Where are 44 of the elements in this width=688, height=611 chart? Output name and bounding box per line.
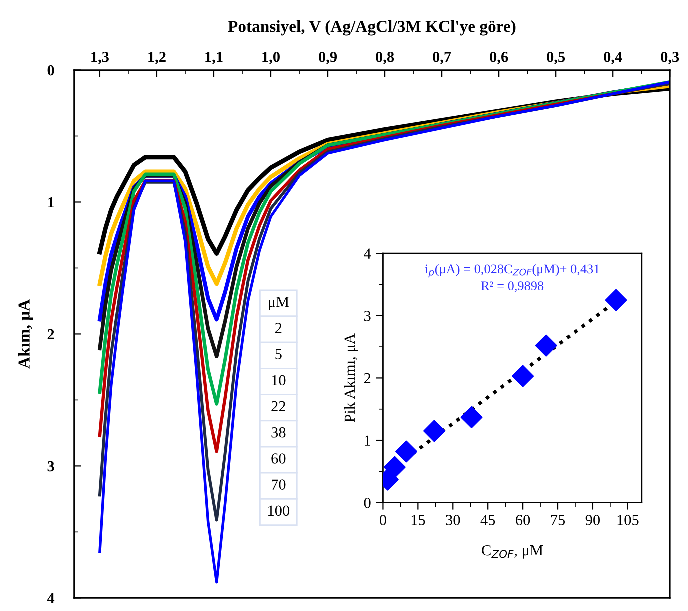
y-tick-label: 4	[47, 593, 55, 604]
annotation: 100	[268, 506, 290, 516]
annotation: μM	[269, 297, 290, 310]
x-tick-label: 0,9	[319, 52, 338, 65]
x-tick-label: 0,3	[661, 52, 680, 65]
annotation: 22	[272, 401, 286, 412]
annotation: R² = 0,9898	[481, 282, 544, 292]
annotation: 70	[272, 480, 286, 490]
y-axis-title: Akım, μA	[18, 300, 34, 369]
x-axis-title: Potansiyel, V (Ag/AgCl/3M KCl'ye göre)	[228, 20, 516, 36]
x-tick-label: 1,1	[206, 52, 223, 65]
y-tick-label: 1	[365, 436, 370, 446]
y-tick-label: 2	[48, 329, 54, 340]
annotation: i$_{p}$(μA) = 0,028C$_{ZOF}$(μM)+ 0,431	[425, 264, 600, 278]
x-tick-label: 1,2	[148, 52, 166, 65]
y-axis-title: Pik Akımı, μA	[344, 334, 358, 422]
y-tick-label: 4	[364, 248, 372, 259]
x-tick-label: 0,7	[433, 52, 452, 65]
x-axis-title: C$_{ZOF}$, μM	[482, 545, 544, 559]
x-tick-label: 0,5	[547, 52, 566, 65]
y-tick-label: 0	[48, 65, 54, 76]
y-tick-label: 3	[364, 311, 371, 322]
x-tick-label: 0,8	[376, 52, 394, 65]
annotation: 5	[276, 349, 282, 360]
y-tick-label: 1	[48, 197, 54, 208]
x-tick-label: 45	[480, 515, 496, 526]
annotation: 38	[272, 427, 286, 438]
x-tick-label: 30	[446, 515, 460, 526]
x-tick-label: 1,3	[92, 52, 109, 65]
x-tick-label: 0	[380, 515, 386, 526]
y-tick-label: 3	[48, 461, 54, 472]
annotation: 10	[272, 375, 286, 386]
x-tick-label: 60	[516, 515, 530, 526]
x-tick-label: 1,0	[262, 52, 280, 65]
x-tick-label: 75	[551, 515, 566, 526]
annotation: 2	[276, 323, 282, 334]
y-tick-label: 0	[364, 498, 371, 508]
x-tick-label: 0,4	[604, 52, 622, 65]
x-tick-label: 0,6	[490, 52, 508, 65]
annotation: 60	[272, 454, 286, 464]
y-tick-label: 2	[364, 373, 371, 384]
x-tick-label: 105	[618, 515, 639, 526]
x-tick-label: 15	[412, 515, 426, 526]
x-tick-label: 90	[586, 515, 600, 526]
